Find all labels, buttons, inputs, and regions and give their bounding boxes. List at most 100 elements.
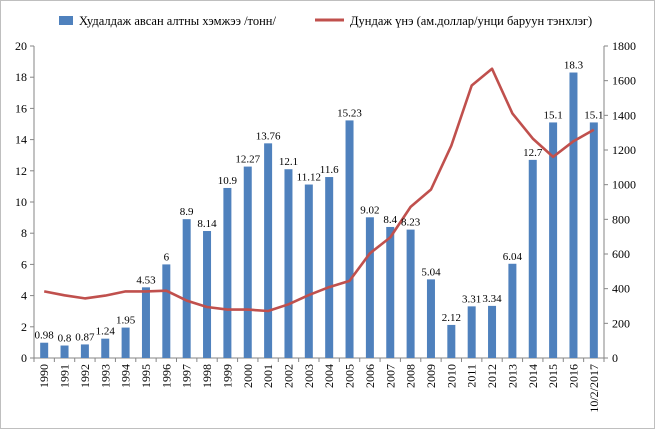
left-tick-label: 4 — [21, 289, 27, 303]
bar — [508, 263, 517, 358]
bar-value-label: 8.14 — [197, 218, 217, 230]
legend: Худалдаж авсан алтны хэмжээ /тонн/ Дунда… — [59, 14, 592, 28]
x-tick-label: 2007 — [383, 364, 397, 388]
bar — [386, 226, 395, 358]
right-tick-label: 1600 — [612, 74, 636, 88]
bar — [325, 177, 334, 358]
bar-value-label: 6.04 — [503, 251, 523, 263]
bar-value-label: 6 — [164, 251, 170, 263]
bar — [426, 279, 435, 358]
bar — [488, 305, 497, 358]
bar-value-label: 12.27 — [235, 154, 260, 166]
x-tick-label: 2006 — [363, 364, 377, 388]
bar-value-label: 2.12 — [442, 312, 461, 324]
right-tick-label: 400 — [612, 282, 630, 296]
axes: 0246810121416182002004006008001000120014… — [15, 39, 636, 413]
bar-value-label: 9.02 — [360, 204, 379, 216]
bar — [80, 344, 89, 358]
left-tick-label: 14 — [15, 133, 27, 147]
x-tick-label: 10/2/2017 — [587, 364, 601, 413]
x-tick-label: 1992 — [78, 364, 92, 388]
x-tick-label: 1998 — [200, 364, 214, 388]
left-tick-label: 20 — [15, 39, 27, 53]
bar-value-label: 18.3 — [564, 60, 584, 72]
data-labels: 0.98 0.8 0.87 1.241.95 4.53 6 8.98.14 10.9 12.27… — [35, 60, 604, 345]
right-tick-label: 1400 — [612, 108, 636, 122]
bar — [121, 327, 130, 358]
bar-value-label: 11.6 — [320, 164, 339, 176]
bar — [223, 187, 232, 358]
bar — [264, 143, 273, 358]
left-tick-label: 6 — [21, 257, 27, 271]
right-tick-label: 200 — [612, 316, 630, 330]
left-tick-label: 8 — [21, 226, 27, 240]
x-tick-label: 2000 — [241, 364, 255, 388]
x-tick-label: 2001 — [261, 364, 275, 388]
bar — [528, 159, 537, 358]
bar-value-label: 5.04 — [421, 266, 441, 278]
bar — [467, 306, 476, 358]
bar — [162, 264, 171, 358]
x-tick-label: 2015 — [546, 364, 560, 388]
bar-value-label: 4.53 — [136, 274, 156, 286]
legend-label-line: Дундаж үнэ (ам.доллар/унци баруун тэнхлэ… — [350, 14, 592, 28]
bar-value-label: 0.87 — [75, 331, 95, 343]
bar-value-label: 8.9 — [180, 206, 194, 218]
x-tick-label: 2016 — [566, 364, 580, 388]
right-tick-label: 0 — [612, 351, 618, 365]
legend-swatch-bar — [59, 16, 73, 25]
x-tick-label: 2008 — [404, 364, 418, 388]
bar-value-label: 13.76 — [256, 130, 281, 142]
bar-value-label: 15.1 — [543, 109, 562, 121]
x-tick-label: 2004 — [322, 364, 336, 388]
bar-value-label: 1.24 — [96, 326, 116, 338]
bar — [549, 122, 558, 358]
price-line — [43, 67, 595, 313]
left-tick-label: 18 — [15, 70, 27, 84]
x-tick-label: 2003 — [302, 364, 316, 388]
bar — [60, 345, 69, 358]
right-tick-label: 1200 — [612, 143, 636, 157]
bar-value-label: 12.1 — [279, 156, 298, 168]
bar-value-label: 10.9 — [218, 175, 238, 187]
left-tick-label: 0 — [21, 351, 27, 365]
bar — [345, 120, 354, 358]
left-tick-label: 12 — [15, 164, 27, 178]
x-tick-label: 1991 — [58, 364, 72, 388]
x-tick-label: 1999 — [220, 364, 234, 388]
right-tick-label: 1000 — [612, 178, 636, 192]
x-tick-label: 2013 — [505, 364, 519, 388]
bar-series — [40, 72, 598, 359]
bar-value-label: 11.12 — [297, 172, 321, 184]
line-series — [43, 67, 595, 313]
bar-value-label: 8.4 — [383, 214, 397, 226]
bar-value-label: 0.98 — [35, 330, 55, 342]
x-tick-label: 1990 — [37, 364, 51, 388]
bar — [182, 219, 191, 358]
right-tick-label: 600 — [612, 247, 630, 261]
bar — [447, 324, 456, 358]
x-tick-label: 2012 — [485, 364, 499, 388]
bar — [40, 342, 49, 358]
x-tick-label: 1993 — [98, 364, 112, 388]
bar — [141, 287, 150, 358]
bar-value-label: 12.7 — [523, 147, 543, 159]
bar-value-label: 15.23 — [337, 107, 362, 119]
right-tick-label: 1800 — [612, 39, 636, 53]
bar — [101, 338, 110, 358]
bar — [243, 166, 252, 358]
left-tick-label: 2 — [21, 320, 27, 334]
x-tick-label: 2014 — [526, 364, 540, 388]
x-tick-label: 1996 — [159, 364, 173, 388]
bar-value-label: 15.1 — [584, 109, 603, 121]
bar-value-label: 1.95 — [116, 315, 136, 327]
x-tick-label: 2002 — [281, 364, 295, 388]
bar — [589, 122, 598, 358]
x-tick-label: 2009 — [424, 364, 438, 388]
x-tick-label: 1997 — [180, 364, 194, 388]
legend-label-bar: Худалдаж авсан алтны хэмжээ /тонн/ — [79, 14, 276, 28]
bar — [365, 217, 374, 358]
bar — [284, 169, 293, 358]
bar — [406, 229, 415, 358]
